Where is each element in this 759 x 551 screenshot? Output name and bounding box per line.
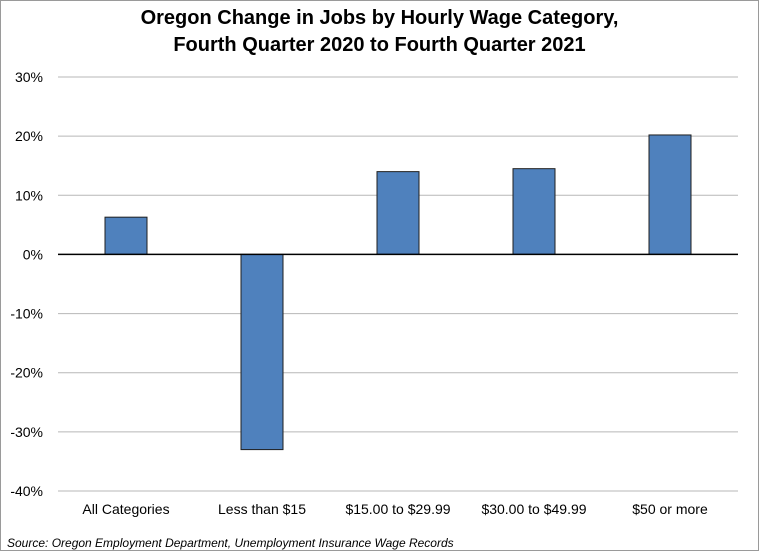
bar [376,171,420,255]
y-tick-label: -10% [10,306,43,322]
bar [512,168,556,255]
chart-title-line-1: Oregon Change in Jobs by Hourly Wage Cat… [140,7,619,29]
chart-title: Oregon Change in Jobs by Hourly Wage Cat… [1,5,758,59]
x-tick-label: All Categories [82,501,169,517]
y-tick-label: -20% [10,365,43,381]
y-tick-label: 30% [15,69,43,85]
source-note: Source: Oregon Employment Department, Un… [7,536,454,550]
y-tick-label: 20% [15,128,43,144]
y-tick-label: -40% [10,483,43,499]
y-tick-label: -30% [10,424,43,440]
x-tick-label: $15.00 to $29.99 [345,501,450,517]
bar [648,134,692,255]
bar [240,253,284,451]
x-tick-label: Less than $15 [218,501,306,517]
y-tick-label: 0% [23,246,43,262]
x-tick-label: $50 or more [632,501,708,517]
chart-title-line-2: Fourth Quarter 2020 to Fourth Quarter 20… [173,34,586,56]
y-tick-label: 10% [15,187,43,203]
bar [104,216,148,255]
x-tick-label: $30.00 to $49.99 [481,501,586,517]
